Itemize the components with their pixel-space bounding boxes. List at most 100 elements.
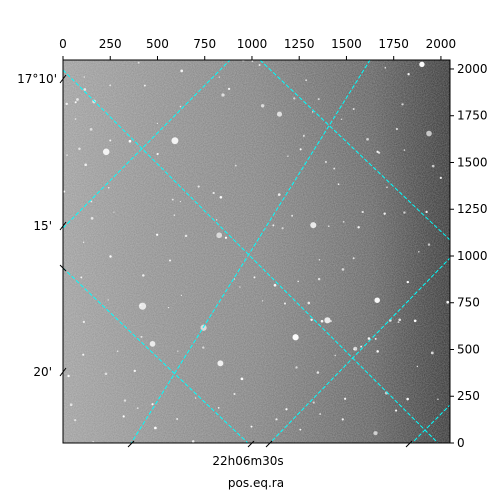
star xyxy=(92,440,94,443)
y-tick-label: 1250 xyxy=(457,202,488,216)
star xyxy=(69,403,73,407)
star xyxy=(419,61,425,68)
star xyxy=(90,216,94,220)
star xyxy=(407,73,410,76)
star xyxy=(327,225,330,228)
star xyxy=(176,418,179,420)
star xyxy=(219,196,223,199)
star xyxy=(395,409,398,412)
y-tick-label: 1000 xyxy=(457,249,488,263)
x-tick-label: 1750 xyxy=(378,37,409,51)
star xyxy=(299,148,302,151)
star xyxy=(418,251,420,253)
x-tick-label: 0 xyxy=(59,37,67,51)
x-tick-label: 250 xyxy=(99,37,122,51)
star xyxy=(107,299,109,301)
star xyxy=(123,399,127,402)
star xyxy=(272,224,275,227)
star xyxy=(403,149,406,151)
star xyxy=(142,274,145,277)
star xyxy=(324,317,331,324)
star xyxy=(318,259,321,261)
star xyxy=(104,372,108,376)
ra-tick-label: 22h06m30s xyxy=(212,454,283,468)
star xyxy=(156,233,159,236)
x-tick-label: 1250 xyxy=(284,37,315,51)
star xyxy=(333,167,336,170)
star xyxy=(260,104,265,108)
y-tick-label: 500 xyxy=(457,342,480,356)
star xyxy=(437,398,439,400)
y-tick-label: 0 xyxy=(457,436,465,450)
x-tick-label: 2000 xyxy=(426,37,457,51)
star xyxy=(76,98,79,101)
star xyxy=(149,341,156,347)
star xyxy=(108,186,110,189)
star xyxy=(324,160,327,164)
star xyxy=(401,103,404,106)
star xyxy=(156,152,159,156)
star xyxy=(233,392,236,396)
star xyxy=(109,139,112,142)
star xyxy=(398,318,402,322)
star xyxy=(384,67,387,69)
star xyxy=(102,148,110,156)
star xyxy=(133,369,137,373)
star xyxy=(128,139,132,143)
dec-tick-label: 17°10' xyxy=(17,72,57,86)
star xyxy=(427,243,431,246)
star xyxy=(287,155,289,157)
star xyxy=(218,76,221,78)
star xyxy=(430,351,434,355)
star xyxy=(292,334,299,341)
star xyxy=(113,211,115,213)
y-tick-label: 2000 xyxy=(457,62,488,76)
star xyxy=(299,428,302,431)
star xyxy=(275,418,278,421)
star xyxy=(406,397,409,401)
star xyxy=(140,335,143,338)
star xyxy=(202,346,205,349)
star xyxy=(167,306,170,309)
star xyxy=(221,93,225,97)
star xyxy=(258,64,261,67)
dec-ticks xyxy=(59,74,413,448)
star xyxy=(216,232,223,239)
star xyxy=(446,300,450,304)
star xyxy=(406,280,410,284)
star xyxy=(376,150,379,153)
star xyxy=(179,105,182,108)
star xyxy=(74,419,77,422)
star xyxy=(216,219,218,221)
star xyxy=(310,222,317,229)
star xyxy=(297,280,299,283)
star xyxy=(305,79,308,82)
star xyxy=(90,200,93,203)
star xyxy=(281,227,284,230)
star xyxy=(317,98,320,101)
star xyxy=(227,87,231,90)
star xyxy=(285,408,288,411)
star xyxy=(143,84,146,87)
star xyxy=(395,127,399,131)
star xyxy=(386,186,388,189)
star xyxy=(212,191,215,195)
star xyxy=(320,319,324,323)
star xyxy=(239,286,241,288)
star xyxy=(250,425,253,428)
star xyxy=(169,259,171,262)
star xyxy=(122,415,125,418)
frame xyxy=(62,59,451,444)
star xyxy=(82,320,86,324)
star xyxy=(82,241,85,244)
star xyxy=(334,354,336,357)
star xyxy=(80,276,83,279)
star xyxy=(311,111,314,113)
star xyxy=(173,214,175,216)
star xyxy=(376,350,379,353)
star xyxy=(78,147,81,151)
star xyxy=(374,297,380,303)
star xyxy=(373,431,378,436)
star xyxy=(82,353,85,356)
